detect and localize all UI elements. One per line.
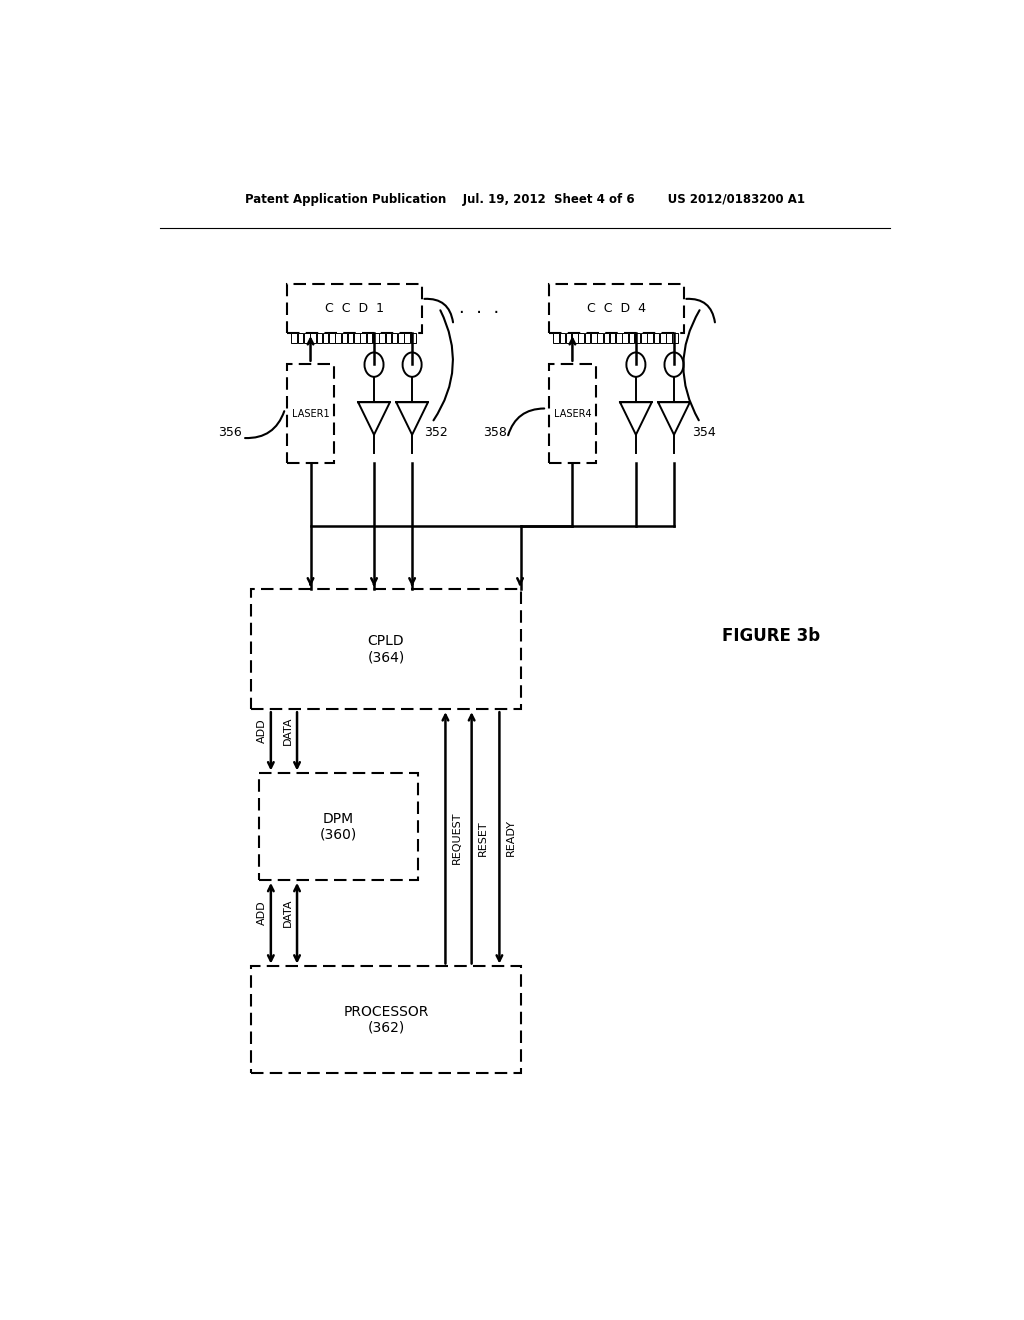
Bar <box>329 333 335 343</box>
Bar <box>323 333 329 343</box>
Bar <box>653 333 659 343</box>
Text: 358: 358 <box>482 426 507 440</box>
Bar <box>591 333 597 343</box>
Text: ADD: ADD <box>257 719 267 743</box>
Bar <box>641 333 647 343</box>
Bar <box>579 333 584 343</box>
Bar <box>287 284 422 333</box>
Bar <box>560 333 565 343</box>
Bar <box>623 333 628 343</box>
Text: 356: 356 <box>218 426 242 440</box>
Bar <box>411 333 416 343</box>
Bar <box>647 333 653 343</box>
Text: CPLD
(364): CPLD (364) <box>368 634 404 664</box>
Bar <box>610 333 615 343</box>
Bar <box>259 774 418 880</box>
Bar <box>298 333 303 343</box>
Bar <box>549 364 596 463</box>
Bar <box>659 333 666 343</box>
Bar <box>342 333 347 343</box>
Bar <box>251 966 521 1073</box>
Bar <box>616 333 622 343</box>
Text: PROCESSOR
(362): PROCESSOR (362) <box>343 1005 429 1035</box>
Bar <box>673 333 678 343</box>
Text: 354: 354 <box>692 426 716 440</box>
Bar <box>566 333 571 343</box>
Bar <box>597 333 603 343</box>
Bar <box>629 333 634 343</box>
Bar <box>398 333 403 343</box>
Text: ADD: ADD <box>257 900 267 925</box>
Bar <box>635 333 640 343</box>
Bar <box>287 364 334 463</box>
Bar <box>373 333 379 343</box>
Text: FIGURE 3b: FIGURE 3b <box>722 627 820 645</box>
Bar <box>404 333 410 343</box>
Bar <box>310 333 315 343</box>
Bar <box>667 333 672 343</box>
Bar <box>572 333 578 343</box>
Bar <box>379 333 385 343</box>
Text: Patent Application Publication    Jul. 19, 2012  Sheet 4 of 6        US 2012/018: Patent Application Publication Jul. 19, … <box>245 193 805 206</box>
Bar <box>392 333 397 343</box>
Bar <box>553 333 559 343</box>
Text: REQUEST: REQUEST <box>452 812 462 865</box>
Text: LASER4: LASER4 <box>554 408 591 418</box>
Text: DATA: DATA <box>283 899 293 928</box>
Bar <box>292 333 297 343</box>
Bar <box>385 333 391 343</box>
Bar <box>549 284 684 333</box>
Text: DATA: DATA <box>283 717 293 746</box>
Text: RESET: RESET <box>478 820 488 855</box>
Text: 352: 352 <box>424 426 447 440</box>
Text: DPM
(360): DPM (360) <box>319 812 357 842</box>
Bar <box>367 333 373 343</box>
Bar <box>316 333 323 343</box>
Bar <box>304 333 309 343</box>
Bar <box>603 333 609 343</box>
Bar <box>360 333 366 343</box>
Bar <box>251 589 521 709</box>
Bar <box>585 333 590 343</box>
Bar <box>354 333 359 343</box>
Text: READY: READY <box>506 820 516 857</box>
Text: .  .  .: . . . <box>459 298 499 317</box>
Text: C  C  D  4: C C D 4 <box>587 302 645 315</box>
Text: LASER1: LASER1 <box>292 408 330 418</box>
Bar <box>348 333 353 343</box>
Bar <box>336 333 341 343</box>
Text: C  C  D  1: C C D 1 <box>325 302 384 315</box>
